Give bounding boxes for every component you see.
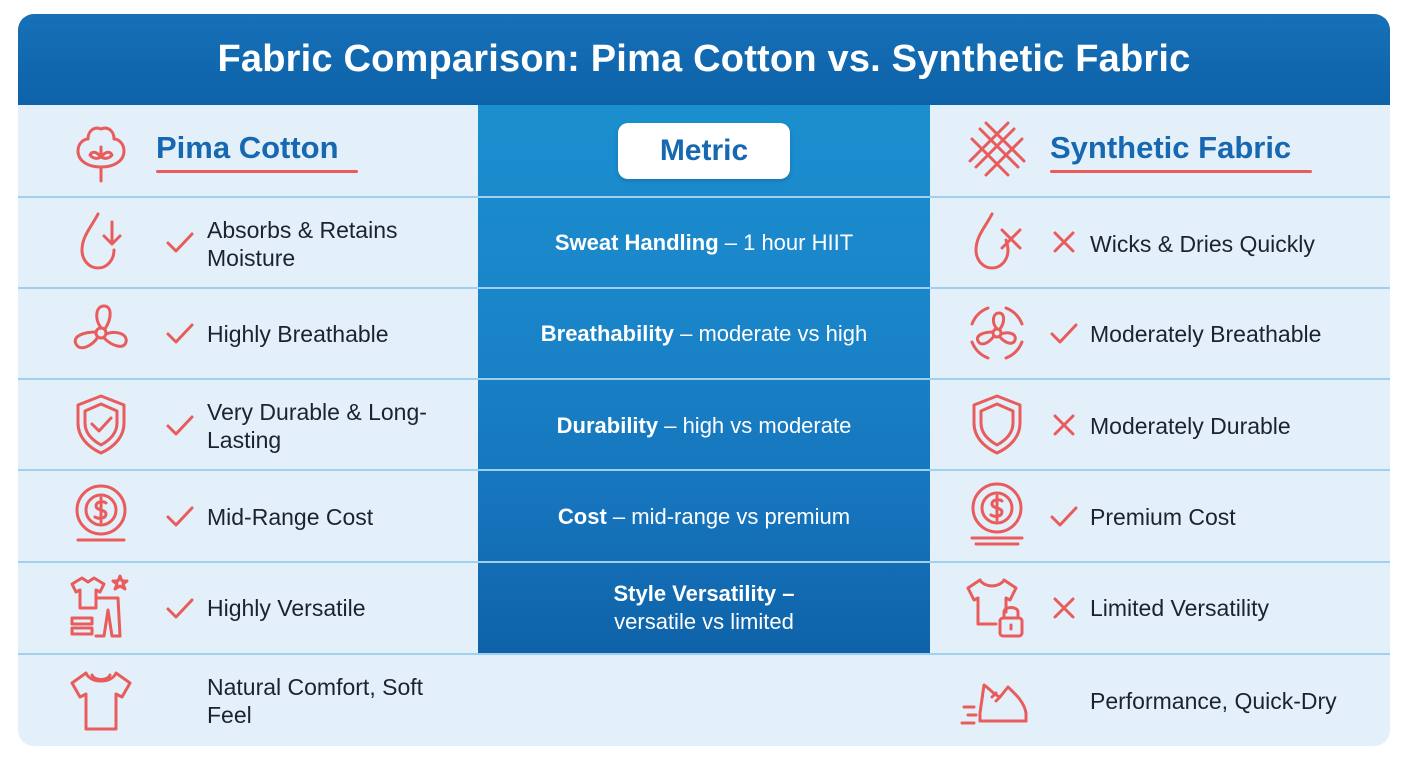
metric-label: Style Versatility (613, 581, 777, 606)
metric-durability: Durability – high vs moderate (478, 410, 930, 442)
metric-detail: – moderate vs high (674, 321, 868, 346)
metric-breathability: Breathability – moderate vs high (478, 318, 930, 350)
metric-label: Cost (557, 504, 607, 529)
synthetic-versatility-value: Limited Versatility (1090, 595, 1269, 621)
heading-underline (1050, 170, 1312, 173)
check-icon (164, 409, 196, 441)
comparison-card: Fabric Comparison: Pima Cotton vs. Synth… (18, 14, 1390, 746)
metric-heading: Metric (659, 134, 749, 167)
check-icon (164, 592, 196, 624)
metric-heading-box: Metric (618, 123, 790, 179)
water-drop-down-arrow-icon (66, 206, 136, 276)
metric-sweat-handling: Sweat Handling – 1 hour HIIT (478, 227, 930, 259)
row-divider (18, 378, 1390, 380)
shield-check-icon (66, 389, 136, 459)
check-icon (164, 500, 196, 532)
woven-fabric-icon (962, 115, 1032, 185)
row-divider (18, 287, 1390, 289)
pima-breathability-value: Highly Breathable (207, 321, 389, 347)
cotton-flower-icon (66, 115, 136, 185)
synthetic-breathability-value: Moderately Breathable (1090, 321, 1322, 347)
metric-detail: – 1 hour HIIT (718, 230, 854, 255)
cross-icon (1048, 409, 1080, 441)
metric-detail: – (776, 581, 795, 606)
row-divider (18, 196, 1390, 198)
metric-label: Durability (556, 413, 659, 438)
clothing-star-icon (66, 572, 136, 642)
tshirt-icon (66, 665, 136, 735)
dollar-coin-icon (962, 480, 1032, 550)
metric-detail-line2: versatile vs limited (614, 609, 794, 634)
metric-style-versatility: Style Versatility – versatile vs limited (478, 577, 930, 639)
row-divider (18, 469, 1390, 471)
metric-detail: – high vs moderate (658, 413, 852, 438)
row-divider (18, 653, 1390, 655)
fan-circle-icon (962, 298, 1032, 368)
metric-cost: Cost – mid-range vs premium (478, 501, 930, 533)
running-shoe-icon (960, 665, 1032, 735)
pima-durability-value: Very Durable & Long-Lasting (207, 399, 427, 453)
dollar-coin-icon (66, 480, 136, 550)
fan-icon (66, 298, 136, 368)
synthetic-performance-value: Performance, Quick-Dry (1090, 688, 1337, 714)
check-icon (1048, 317, 1080, 349)
cross-icon (1048, 592, 1080, 624)
row-divider (18, 561, 1390, 563)
synthetic-durability-value: Moderately Durable (1090, 413, 1291, 439)
pima-versatility-value: Highly Versatile (207, 595, 366, 621)
page-title: Fabric Comparison: Pima Cotton vs. Synth… (217, 38, 1191, 80)
check-icon (164, 226, 196, 258)
check-icon (164, 317, 196, 349)
pima-cotton-heading: Pima Cotton (156, 130, 339, 165)
title-banner: Fabric Comparison: Pima Cotton vs. Synth… (18, 14, 1390, 105)
synthetic-sweat-value: Wicks & Dries Quickly (1090, 231, 1315, 257)
pima-cost-value: Mid-Range Cost (207, 504, 374, 530)
check-icon (1048, 500, 1080, 532)
tshirt-lock-icon (962, 572, 1032, 642)
synthetic-fabric-heading: Synthetic Fabric (1050, 130, 1292, 165)
pima-comfort-value: Natural Comfort, Soft Feel (207, 674, 424, 728)
shield-icon (962, 389, 1032, 459)
water-drop-x-icon (962, 206, 1032, 276)
synthetic-cost-value: Premium Cost (1090, 504, 1236, 530)
cross-icon (1048, 226, 1080, 258)
metric-label: Breathability (540, 321, 675, 346)
metric-detail: – mid-range vs premium (606, 504, 851, 529)
pima-sweat-value: Absorbs & Retains Moisture (207, 217, 398, 271)
heading-underline (156, 170, 358, 173)
metric-label: Sweat Handling (554, 230, 719, 255)
